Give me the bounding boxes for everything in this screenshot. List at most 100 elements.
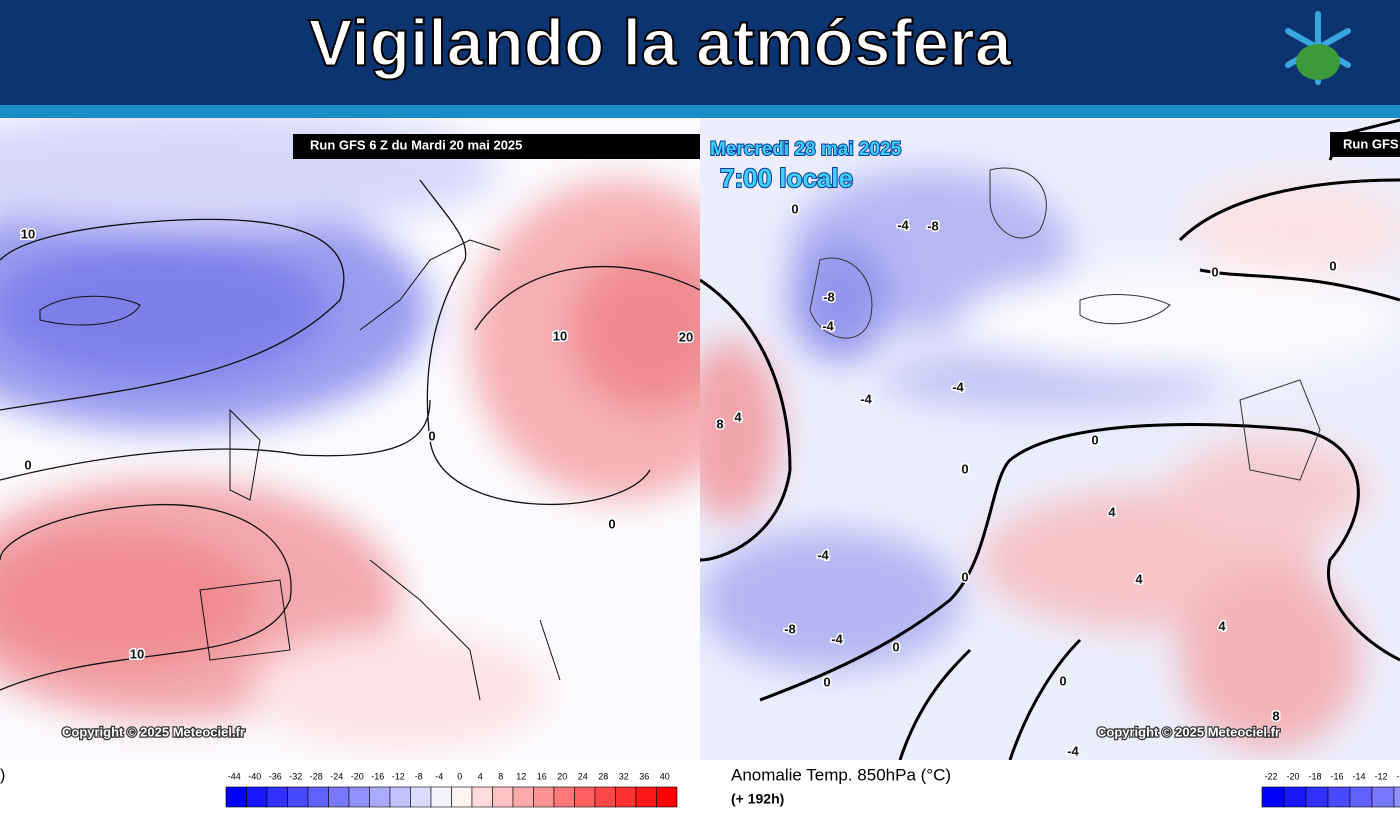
colorbar-tick: -44: [228, 771, 241, 781]
colorbar-cell: [656, 786, 678, 808]
contour-label: 8: [1272, 708, 1279, 723]
colorbar-cell: [348, 786, 370, 808]
contour-label: -4: [952, 379, 964, 394]
colorbar-cell: [1393, 786, 1400, 808]
contour-label: 4: [734, 409, 742, 424]
right-map: Run GFS Mercredi 28 mai 2025 7:00 locale…: [700, 118, 1400, 760]
colorbar-cell: [615, 786, 637, 808]
forecast-time: 7:00 locale: [720, 163, 853, 193]
legend-title: Anomalie Temp. 850hPa (°C): [731, 765, 951, 784]
colorbar-tick: -40: [248, 771, 261, 781]
contour-label: 0: [608, 516, 615, 531]
contour-label: 0: [892, 639, 899, 654]
run-label: Run GFS 6 Z du Mardi 20 mai 2025: [310, 137, 522, 152]
contour-label: 20: [679, 329, 693, 344]
colorbar-tick: -16: [371, 771, 384, 781]
copyright: Copyright © 2025 Meteociel.fr: [1097, 724, 1280, 739]
colorbar-tick: 24: [578, 771, 588, 781]
colorbar-cell: [1327, 786, 1351, 808]
colorbar-tick: -24: [330, 771, 343, 781]
contour-label: 0: [961, 461, 968, 476]
header-bar: [0, 0, 1400, 105]
colorbar-cell: [369, 786, 391, 808]
colorbar-tick: 32: [619, 771, 629, 781]
colorbar-tick: -14: [1352, 771, 1365, 781]
contour-label: 0: [428, 428, 435, 443]
contour-label: 0: [823, 674, 830, 689]
colorbar-tick: 0: [457, 771, 462, 781]
colorbar-cell: [430, 786, 452, 808]
contour-label: 10: [553, 328, 567, 343]
colorbar-tick: 28: [598, 771, 608, 781]
copyright: Copyright © 2025 Meteociel.fr: [62, 724, 245, 739]
contour-label: -8: [784, 621, 796, 636]
colorbar-cell: [1261, 786, 1285, 808]
contour-label: 0: [1091, 432, 1098, 447]
contour-label: 0: [961, 569, 968, 584]
contour-label: 0: [1211, 264, 1218, 279]
colorbar-cell: [553, 786, 575, 808]
colorbar-cell: [512, 786, 534, 808]
legend-fragment: ): [0, 767, 5, 784]
colorbar-tick: -20: [351, 771, 364, 781]
forecast-date: Mercredi 28 mai 2025: [710, 139, 902, 160]
colorbar-cell: [451, 786, 473, 808]
colorbar-tick: -16: [1330, 771, 1343, 781]
colorbar-cell: [410, 786, 432, 808]
contour-label: 4: [1218, 618, 1226, 633]
colorbar-tick: -28: [310, 771, 323, 781]
contour-label: 4: [1135, 571, 1143, 586]
colorbar-cell: [389, 786, 411, 808]
colorbar-tick: -8: [415, 771, 423, 781]
contour-label: -8: [927, 218, 939, 233]
colorbar-tick: -12: [1374, 771, 1387, 781]
colorbar-cell: [1283, 786, 1307, 808]
run-label: Run GFS: [1343, 136, 1399, 151]
colorbar-tick: -10: [1396, 771, 1400, 781]
colorbar-tick: -12: [392, 771, 405, 781]
logo: [1285, 11, 1351, 85]
contour-label: -4: [831, 631, 843, 646]
colorbar-cell: [287, 786, 309, 808]
contour-label: -4: [817, 547, 829, 562]
colorbar-cell: [1371, 786, 1395, 808]
colorbar-cell: [471, 786, 493, 808]
colorbar-cell: [328, 786, 350, 808]
contour-label: 0: [24, 457, 31, 472]
colorbar-cell: [574, 786, 596, 808]
contour-label: 0: [1329, 258, 1336, 273]
colorbar-cell: [594, 786, 616, 808]
colorbar-tick: -36: [269, 771, 282, 781]
colorbar-cell: [307, 786, 329, 808]
colorbar-tick: -32: [289, 771, 302, 781]
colorbar-cell: [492, 786, 514, 808]
colorbar-tick: 16: [537, 771, 547, 781]
header-stripe: [0, 105, 1400, 118]
colorbar-tick: -18: [1308, 771, 1321, 781]
colorbar-cell: [533, 786, 555, 808]
colorbar-tick: 40: [660, 771, 670, 781]
colorbar-tick: 36: [639, 771, 649, 781]
colorbar-cell: [1305, 786, 1329, 808]
colorbar-cell: [1349, 786, 1373, 808]
colorbar-tick: -4: [435, 771, 443, 781]
contour-label: 4: [1108, 504, 1116, 519]
colorbar-cell: [635, 786, 657, 808]
left-map: Run GFS 6 Z du Mardi 20 mai 2025 Copyrig…: [0, 118, 700, 760]
contour-label: 0: [791, 201, 798, 216]
contour-label: 8: [716, 416, 723, 431]
contour-label: 10: [21, 226, 35, 241]
colorbar-tick: 4: [478, 771, 483, 781]
colorbar-tick: 20: [557, 771, 567, 781]
contour-label: -4: [1067, 743, 1079, 758]
contour-label: -4: [822, 318, 834, 333]
contour-label: 10: [130, 646, 144, 661]
contour-label: -8: [823, 289, 835, 304]
colorbar-cell: [225, 786, 247, 808]
colorbar-cell: [246, 786, 268, 808]
contour-label: 0: [1059, 673, 1066, 688]
legend-subtitle: (+ 192h): [731, 791, 784, 807]
colorbar-tick: -20: [1286, 771, 1299, 781]
header-title: Vigilando la atmósfera: [309, 5, 1013, 79]
